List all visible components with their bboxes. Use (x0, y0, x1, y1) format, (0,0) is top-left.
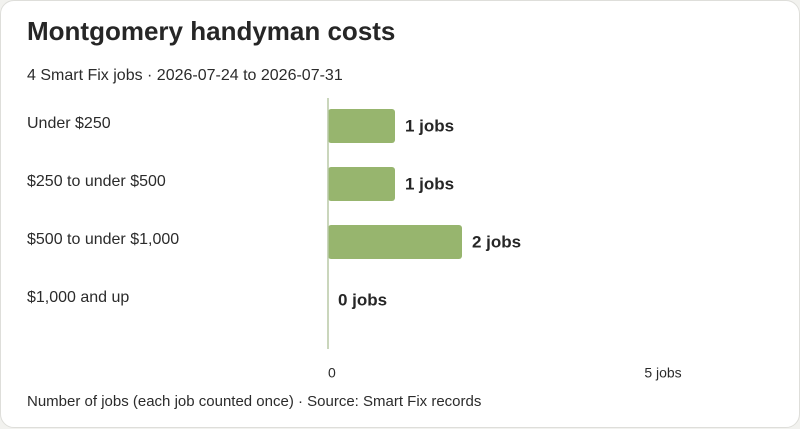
bar (328, 109, 395, 143)
x-tick-label: 5 jobs (644, 365, 681, 381)
category-label: $1,000 and up (27, 289, 129, 306)
category-label: $500 to under $1,000 (27, 231, 179, 248)
chart-footer-note: Number of jobs (each job counted once) ·… (27, 393, 482, 410)
x-tick-label: 0 (328, 365, 336, 381)
chart-subtitle: 4 Smart Fix jobs · 2026-07-24 to 2026-07… (27, 67, 343, 84)
chart-title: Montgomery handyman costs (27, 16, 396, 46)
bar-value-label: 1 jobs (405, 174, 454, 193)
bar-value-label: 2 jobs (472, 232, 521, 251)
bar-value-label: 0 jobs (338, 290, 387, 309)
category-label: Under $250 (27, 115, 111, 132)
bar-value-label: 1 jobs (405, 116, 454, 135)
bar (328, 225, 462, 259)
bar (328, 167, 395, 201)
category-label: $250 to under $500 (27, 173, 166, 190)
